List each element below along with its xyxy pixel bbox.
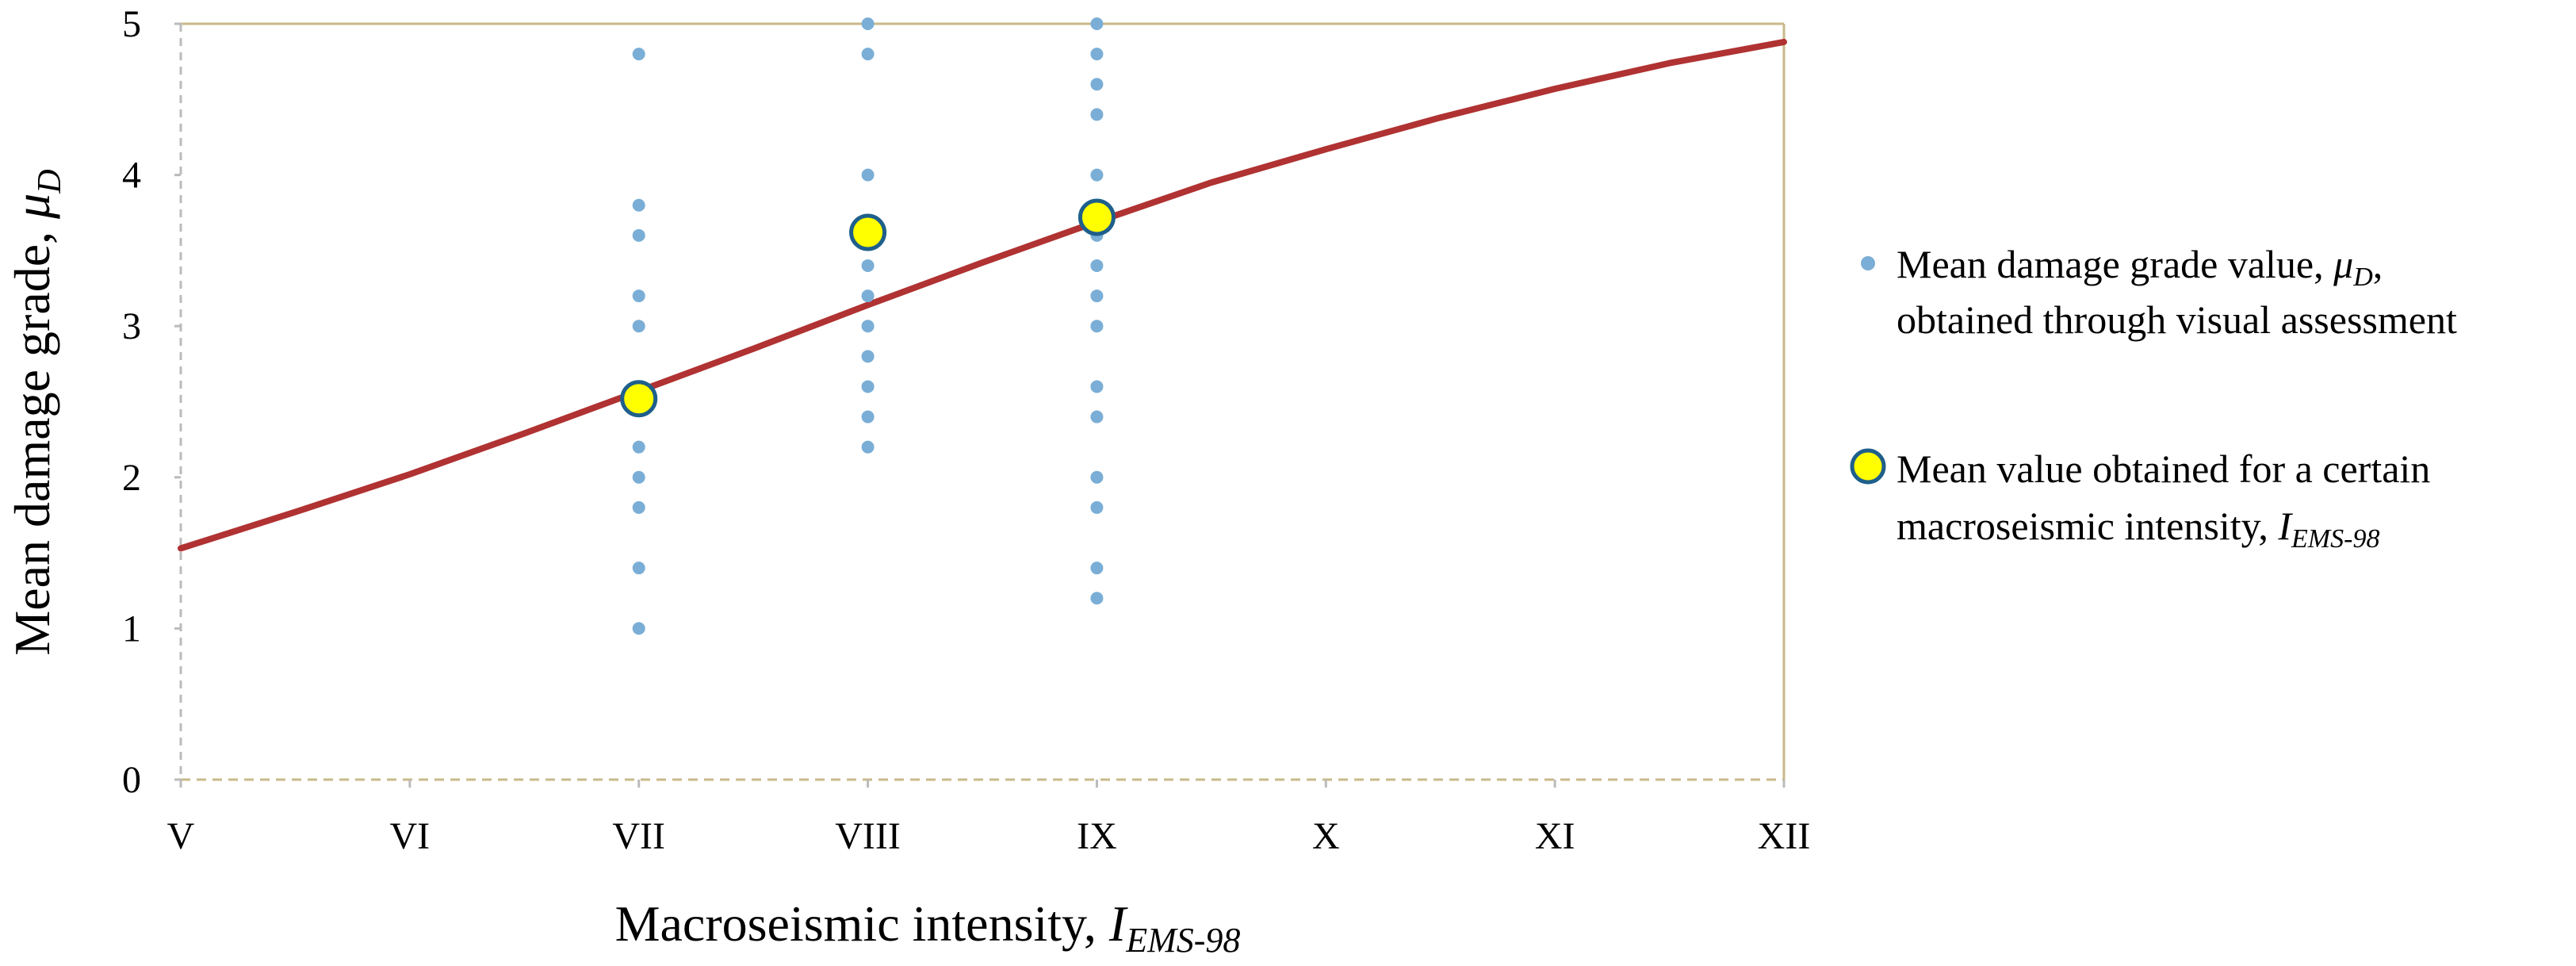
data-point <box>632 289 645 303</box>
data-point <box>632 48 645 61</box>
data-point <box>861 350 875 363</box>
data-point <box>1090 289 1104 303</box>
legend-item1-subscript: D <box>2352 263 2373 292</box>
legend-item1-pre: Mean damage grade value, <box>1897 242 2333 286</box>
mean-marker <box>849 213 887 251</box>
legend-item1-symbol: μ <box>2333 242 2353 286</box>
data-point <box>1090 168 1104 182</box>
x-axis-title-subscript: EMS-98 <box>1125 921 1240 960</box>
legend-marker-visual-assessment <box>1861 256 1875 270</box>
y-tick-label: 3 <box>122 305 141 347</box>
fitted-curve <box>178 38 1787 552</box>
y-tick-label: 2 <box>122 457 141 499</box>
y-tick-label: 0 <box>122 759 141 801</box>
data-point <box>632 198 645 212</box>
legend-item-visual-assessment-line1: Mean damage grade value, μD, <box>1897 242 2383 292</box>
data-point <box>1090 320 1104 333</box>
x-tick-label: VII <box>612 815 665 857</box>
data-point <box>1090 380 1104 393</box>
data-point <box>1090 410 1104 424</box>
x-tick-label: V <box>167 815 195 857</box>
x-tick-label: VIII <box>835 815 901 857</box>
y-tick-label: 4 <box>122 155 141 197</box>
x-axis-title-symbol: I <box>1108 895 1128 952</box>
data-point <box>632 470 645 484</box>
y-axis-ticks: 0 1 2 3 4 5 <box>122 3 181 801</box>
x-axis-title: Macroseismic intensity, IEMS-98 <box>615 895 1241 960</box>
data-point <box>632 320 645 333</box>
legend-item2-pre: macroseismic intensity, <box>1897 504 2278 548</box>
x-tick-label: X <box>1312 815 1340 857</box>
y-tick-label: 5 <box>122 3 141 45</box>
legend-marker-mean-value <box>1850 448 1886 485</box>
data-point <box>861 48 875 61</box>
data-point <box>861 259 875 272</box>
y-axis-title: Mean damage grade, μD <box>4 169 68 655</box>
legend: Mean damage grade value, μD, obtained th… <box>1850 242 2457 554</box>
mean-marker <box>620 380 658 418</box>
data-point <box>632 500 645 514</box>
y-axis-title-subscript: D <box>32 169 68 194</box>
mean-markers-layer <box>620 198 1116 418</box>
data-point <box>861 168 875 182</box>
data-point <box>1090 562 1104 575</box>
data-point <box>861 320 875 333</box>
data-point <box>861 440 875 454</box>
data-point <box>1090 500 1104 514</box>
legend-item-mean-value-line1: Mean value obtained for a certain <box>1897 447 2430 491</box>
data-point <box>1090 17 1104 30</box>
data-point <box>861 289 875 303</box>
x-axis-ticks: V VI VII VIII IX X XI XII <box>167 780 1811 857</box>
y-axis-title-symbol: μ <box>4 194 60 220</box>
x-tick-label: IX <box>1077 815 1117 857</box>
data-point <box>1090 108 1104 121</box>
data-point <box>632 622 645 635</box>
data-point <box>1090 592 1104 605</box>
data-points-layer <box>632 17 1104 635</box>
x-tick-label: VI <box>390 815 431 857</box>
data-point <box>1090 78 1104 91</box>
legend-item-mean-value-line2: macroseismic intensity, IEMS-98 <box>1897 504 2379 554</box>
data-point <box>1090 470 1104 484</box>
y-tick-label: 1 <box>122 608 141 650</box>
mean-marker <box>1077 198 1116 236</box>
legend-item2-subscript: EMS-98 <box>2291 524 2379 554</box>
x-axis-title-text: Macroseismic intensity, <box>615 895 1109 952</box>
data-point <box>861 410 875 424</box>
data-point <box>1090 259 1104 272</box>
legend-item-visual-assessment-line2: obtained through visual assessment <box>1897 297 2457 342</box>
data-point <box>632 562 645 575</box>
data-point <box>861 380 875 393</box>
legend-item1-post: , <box>2373 242 2383 286</box>
data-point <box>632 440 645 454</box>
x-tick-label: XI <box>1535 815 1575 857</box>
data-point <box>1090 48 1104 61</box>
data-point <box>632 228 645 242</box>
plot-area <box>179 22 1786 781</box>
y-axis-title-text: Mean damage grade, <box>4 219 60 656</box>
data-point <box>861 17 875 30</box>
legend-item2-symbol: I <box>2277 504 2293 548</box>
fitted-curve-layer <box>178 38 1787 552</box>
x-tick-label: XII <box>1758 815 1811 857</box>
